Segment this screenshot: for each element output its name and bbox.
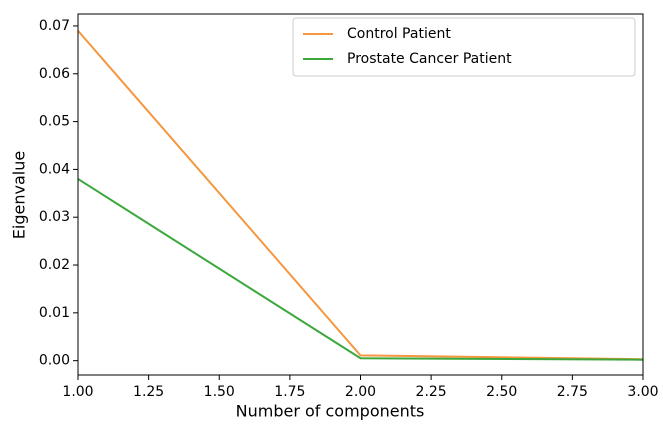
x-tick-label: 2.00 [345, 384, 376, 400]
legend-label: Control Patient [347, 26, 451, 42]
y-tick-label: 0.01 [39, 305, 70, 321]
x-tick-label: 1.25 [133, 384, 164, 400]
y-tick-label: 0.02 [39, 257, 70, 273]
y-tick-label: 0.05 [39, 114, 70, 130]
x-axis-label: Number of components [236, 402, 425, 421]
legend-box [292, 17, 636, 77]
y-tick-label: 0.00 [39, 353, 70, 369]
y-tick-label: 0.06 [39, 66, 70, 82]
x-tick-label: 2.75 [557, 384, 588, 400]
y-tick-label: 0.07 [39, 18, 70, 34]
y-tick-label: 0.03 [39, 209, 70, 225]
legend-label: Prostate Cancer Patient [347, 51, 512, 67]
x-tick-label: 1.75 [274, 384, 305, 400]
plot-frame [77, 13, 644, 376]
x-tick-label: 2.50 [486, 384, 517, 400]
y-axis-label: Eigenvalue [10, 151, 29, 239]
x-tick-label: 1.50 [204, 384, 235, 400]
x-tick-label: 2.25 [416, 384, 447, 400]
series-line [77, 178, 644, 361]
x-tick-label: 1.00 [62, 384, 93, 400]
y-tick-label: 0.04 [39, 161, 70, 177]
x-tick-label: 3.00 [627, 384, 658, 400]
series-line [77, 30, 644, 361]
